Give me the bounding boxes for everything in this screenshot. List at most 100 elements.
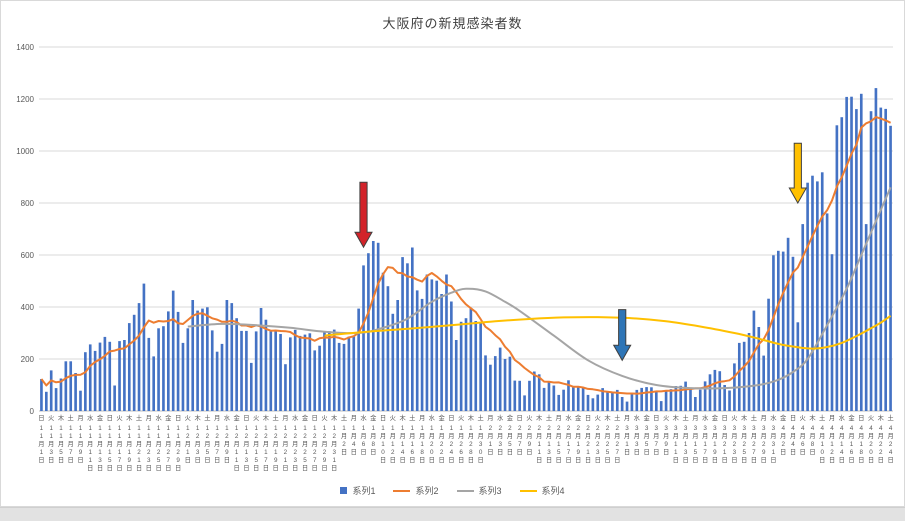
svg-text:400: 400	[21, 303, 35, 312]
svg-text:日: 日	[721, 414, 727, 422]
svg-text:日: 日	[312, 414, 318, 422]
svg-text:火: 火	[663, 415, 670, 422]
svg-text:木: 木	[878, 413, 885, 422]
svg-text:木: 木	[809, 413, 816, 422]
svg-text:日: 日	[107, 414, 113, 422]
svg-text:月: 月	[761, 414, 767, 422]
svg-text:金: 金	[165, 413, 172, 422]
line-series-2[interactable]	[40, 116, 892, 395]
svg-text:月: 月	[282, 414, 288, 422]
svg-text:土: 土	[477, 413, 483, 422]
svg-text:日: 日	[790, 414, 796, 422]
svg-text:月: 月	[214, 414, 220, 422]
svg-text:火: 火	[185, 415, 192, 422]
svg-text:1400: 1400	[16, 43, 34, 52]
svg-text:火: 火	[800, 415, 807, 422]
svg-text:木: 木	[468, 413, 475, 422]
svg-text:土: 土	[409, 413, 415, 422]
svg-text:日: 日	[858, 414, 864, 422]
legend-item-series1[interactable]: 系列1	[340, 484, 375, 497]
svg-text:火: 火	[458, 415, 465, 422]
svg-text:水: 水	[292, 413, 299, 422]
legend-item-series2[interactable]: 系列2	[393, 484, 439, 497]
svg-text:月: 月	[146, 414, 152, 422]
svg-text:日: 日	[175, 414, 181, 422]
legend-item-series4[interactable]: 系列4	[519, 484, 565, 497]
blue-arrow[interactable]	[612, 309, 632, 362]
legend-bar-swatch	[340, 487, 348, 494]
svg-text:金: 金	[643, 413, 650, 422]
svg-text:600: 600	[21, 251, 35, 260]
x-axis-labels: 日1 1 月 1 日火1 1 月 3 日木1 1 月 5 日土1 1 月 7 日月1 1 月 9 日水1 1 月 1 1 日金1 1…	[38, 413, 893, 472]
svg-text:金: 金	[302, 413, 309, 422]
chart-frame: 大阪府の新規感染者数 0 200 400 600 800 1000 1200 1400 日 1 1 月…	[0, 0, 905, 507]
svg-text:土: 土	[819, 413, 825, 422]
svg-text:水: 水	[702, 413, 709, 422]
y-axis-labels: 0 200 400 600 800 1000 1200 1400	[16, 43, 34, 416]
legend-item-series3[interactable]: 系列3	[456, 484, 502, 497]
svg-text:1000: 1000	[16, 147, 34, 156]
bar-series-1[interactable]	[40, 88, 892, 412]
line-series-4[interactable]	[324, 314, 892, 350]
svg-text:日: 日	[380, 414, 386, 422]
svg-text:金: 金	[97, 413, 104, 422]
svg-text:火: 火	[48, 415, 55, 422]
svg-text:金: 金	[507, 413, 514, 422]
svg-text:日: 日	[653, 414, 659, 422]
legend-label: 系列4	[541, 486, 565, 496]
svg-text:日: 日	[517, 414, 523, 422]
svg-text:月: 月	[692, 414, 698, 422]
legend-line-swatch	[519, 489, 537, 492]
svg-text:木: 木	[536, 413, 543, 422]
svg-text:水: 水	[155, 413, 162, 422]
red-arrow[interactable]	[354, 181, 373, 249]
svg-text:水: 水	[497, 413, 504, 422]
svg-text:土: 土	[341, 413, 347, 422]
svg-text:火: 火	[595, 415, 602, 422]
svg-text:金: 金	[575, 413, 582, 422]
gold-arrow[interactable]	[788, 142, 808, 205]
svg-text:金: 金	[848, 413, 855, 422]
legend-label: 系列1	[352, 486, 376, 496]
